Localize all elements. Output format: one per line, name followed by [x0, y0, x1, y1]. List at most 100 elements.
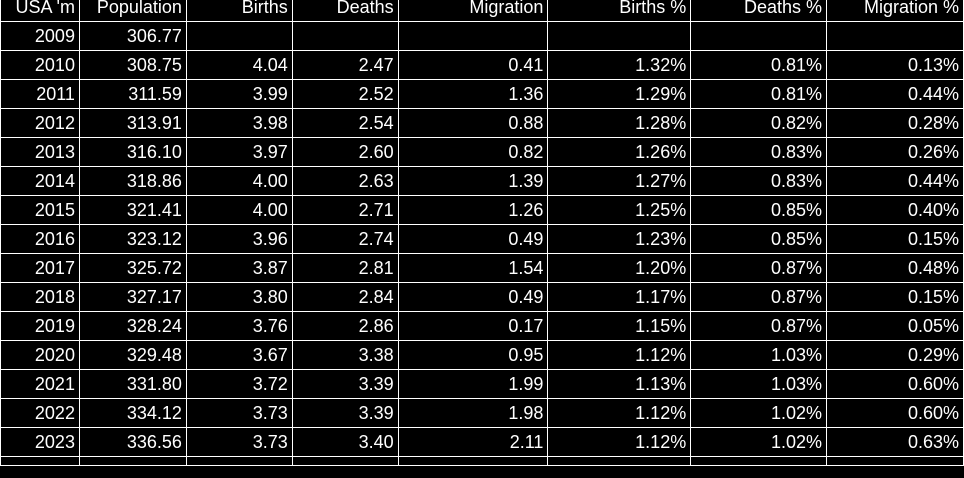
cell-deaths[interactable]	[291, 456, 399, 466]
cell-deaths[interactable]: 3.39	[291, 398, 399, 428]
cell-migration-pct[interactable]: 0.63%	[826, 427, 964, 457]
cell-deaths-pct[interactable]: 1.03%	[690, 369, 828, 399]
cell-deaths[interactable]: 2.86	[291, 311, 399, 341]
cell-births[interactable]: 3.76	[185, 311, 293, 341]
column-header-population[interactable]: Population	[78, 0, 187, 22]
cell-migration[interactable]: 0.88	[397, 108, 549, 138]
cell-migration[interactable]: 0.49	[397, 224, 549, 254]
cell-deaths-pct[interactable]: 1.03%	[690, 340, 828, 370]
cell-deaths[interactable]: 3.39	[291, 369, 399, 399]
column-header-births[interactable]: Births	[185, 0, 293, 22]
cell-deaths-pct[interactable]: 0.87%	[690, 253, 828, 283]
cell-births[interactable]	[185, 21, 293, 51]
cell-migration[interactable]: 1.99	[397, 369, 549, 399]
cell-deaths[interactable]: 2.52	[291, 79, 399, 109]
column-header-births-pct[interactable]: Births %	[547, 0, 692, 22]
cell-births[interactable]: 3.87	[185, 253, 293, 283]
cell-migration-pct[interactable]: 0.15%	[826, 282, 964, 312]
cell-births-pct[interactable]	[547, 456, 692, 466]
cell-population[interactable]: 313.91	[78, 108, 187, 138]
cell-deaths[interactable]: 3.38	[291, 340, 399, 370]
cell-population[interactable]: 325.72	[78, 253, 187, 283]
column-header-migration-pct[interactable]: Migration %	[826, 0, 964, 22]
cell-births[interactable]: 3.80	[185, 282, 293, 312]
cell-migration[interactable]: 0.41	[397, 50, 549, 80]
cell-births-pct[interactable]: 1.12%	[547, 340, 692, 370]
cell-migration-pct[interactable]: 0.44%	[826, 166, 964, 196]
cell-migration[interactable]: 0.82	[397, 137, 549, 167]
cell-year[interactable]: 2022	[0, 398, 80, 428]
cell-births[interactable]: 3.98	[185, 108, 293, 138]
cell-year[interactable]: 2009	[0, 21, 80, 51]
cell-year[interactable]: 2010	[0, 50, 80, 80]
cell-deaths-pct[interactable]	[690, 21, 828, 51]
cell-migration-pct[interactable]: 0.13%	[826, 50, 964, 80]
cell-population[interactable]: 331.80	[78, 369, 187, 399]
cell-births-pct[interactable]: 1.29%	[547, 79, 692, 109]
cell-deaths-pct[interactable]: 1.02%	[690, 398, 828, 428]
cell-births[interactable]: 3.97	[185, 137, 293, 167]
cell-births[interactable]: 3.96	[185, 224, 293, 254]
cell-deaths[interactable]: 2.60	[291, 137, 399, 167]
column-header-year[interactable]: USA 'm	[0, 0, 80, 22]
cell-population[interactable]	[78, 456, 187, 466]
cell-migration-pct[interactable]: 0.28%	[826, 108, 964, 138]
cell-births[interactable]: 3.67	[185, 340, 293, 370]
cell-population[interactable]: 336.56	[78, 427, 187, 457]
cell-births[interactable]: 3.99	[185, 79, 293, 109]
column-header-deaths[interactable]: Deaths	[291, 0, 399, 22]
cell-births-pct[interactable]	[547, 21, 692, 51]
cell-population[interactable]: 327.17	[78, 282, 187, 312]
cell-year[interactable]: 2012	[0, 108, 80, 138]
cell-migration-pct[interactable]: 0.40%	[826, 195, 964, 225]
cell-births-pct[interactable]: 1.25%	[547, 195, 692, 225]
cell-year[interactable]: 2013	[0, 137, 80, 167]
cell-deaths-pct[interactable]: 0.85%	[690, 195, 828, 225]
cell-births-pct[interactable]: 1.23%	[547, 224, 692, 254]
cell-deaths[interactable]: 2.54	[291, 108, 399, 138]
cell-migration[interactable]: 0.17	[397, 311, 549, 341]
cell-births-pct[interactable]: 1.12%	[547, 398, 692, 428]
cell-year[interactable]: 2020	[0, 340, 80, 370]
cell-deaths-pct[interactable]: 0.82%	[690, 108, 828, 138]
cell-migration[interactable]: 1.26	[397, 195, 549, 225]
cell-deaths-pct[interactable]: 0.81%	[690, 79, 828, 109]
cell-deaths-pct[interactable]	[690, 456, 828, 466]
cell-year[interactable]: 2019	[0, 311, 80, 341]
cell-births-pct[interactable]: 1.26%	[547, 137, 692, 167]
cell-births[interactable]: 4.00	[185, 166, 293, 196]
cell-migration-pct[interactable]: 0.05%	[826, 311, 964, 341]
cell-deaths-pct[interactable]: 0.83%	[690, 166, 828, 196]
cell-population[interactable]: 321.41	[78, 195, 187, 225]
cell-migration[interactable]: 1.54	[397, 253, 549, 283]
cell-migration-pct[interactable]: 0.44%	[826, 79, 964, 109]
cell-migration[interactable]: 0.95	[397, 340, 549, 370]
cell-births[interactable]: 3.73	[185, 398, 293, 428]
cell-births[interactable]	[185, 456, 293, 466]
cell-deaths-pct[interactable]: 0.87%	[690, 282, 828, 312]
cell-population[interactable]: 329.48	[78, 340, 187, 370]
cell-migration-pct[interactable]: 0.26%	[826, 137, 964, 167]
cell-births[interactable]: 3.73	[185, 427, 293, 457]
cell-migration-pct[interactable]: 0.15%	[826, 224, 964, 254]
cell-migration[interactable]: 2.11	[397, 427, 549, 457]
cell-births-pct[interactable]: 1.20%	[547, 253, 692, 283]
cell-migration-pct[interactable]	[826, 21, 964, 51]
cell-migration[interactable]: 1.98	[397, 398, 549, 428]
cell-deaths-pct[interactable]: 0.81%	[690, 50, 828, 80]
cell-births[interactable]: 4.00	[185, 195, 293, 225]
cell-births[interactable]: 4.04	[185, 50, 293, 80]
cell-population[interactable]: 308.75	[78, 50, 187, 80]
cell-migration[interactable]: 1.36	[397, 79, 549, 109]
cell-deaths[interactable]	[291, 21, 399, 51]
cell-deaths-pct[interactable]: 0.87%	[690, 311, 828, 341]
cell-deaths-pct[interactable]: 0.83%	[690, 137, 828, 167]
cell-population[interactable]: 323.12	[78, 224, 187, 254]
cell-migration-pct[interactable]: 0.48%	[826, 253, 964, 283]
cell-population[interactable]: 311.59	[78, 79, 187, 109]
cell-migration[interactable]	[397, 456, 549, 466]
cell-deaths[interactable]: 2.81	[291, 253, 399, 283]
cell-deaths[interactable]: 2.63	[291, 166, 399, 196]
cell-migration-pct[interactable]: 0.60%	[826, 398, 964, 428]
cell-population[interactable]: 318.86	[78, 166, 187, 196]
